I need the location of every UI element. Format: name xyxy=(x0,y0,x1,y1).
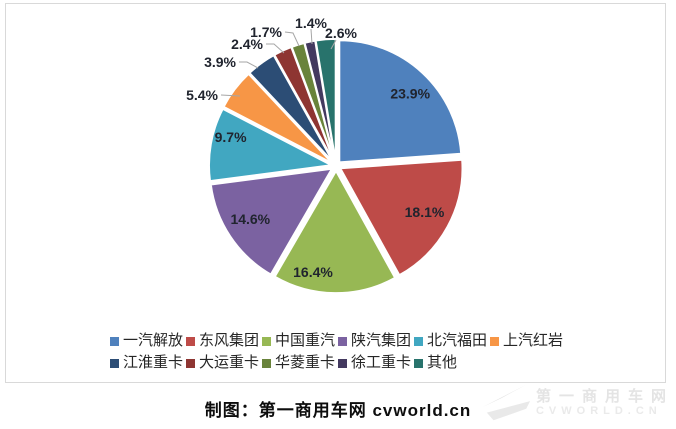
legend-marker-icon xyxy=(338,336,347,346)
legend-marker-icon xyxy=(110,336,119,346)
legend-marker-icon xyxy=(262,358,271,368)
legend-label: 一汽解放 xyxy=(123,332,184,349)
legend-marker-icon xyxy=(110,358,119,368)
legend-marker-icon xyxy=(262,336,271,346)
legend-label: 东风集团 xyxy=(199,332,260,349)
legend-item-北汽福田: 北汽福田 xyxy=(414,331,490,351)
leader-line-其他 xyxy=(330,39,337,50)
leader-line-上汽红岩 xyxy=(220,94,241,97)
legend-item-一汽解放: 一汽解放 xyxy=(110,331,186,351)
legend-item-陕汽集团: 陕汽集团 xyxy=(338,331,414,351)
leader-line-大运重卡 xyxy=(266,43,285,54)
slice-label-北汽福田: 9.7% xyxy=(215,129,247,145)
legend-row: 江淮重卡 大运重卡 华菱重卡 徐工重卡 其他 xyxy=(110,352,566,374)
legend-marker-icon xyxy=(414,358,423,368)
legend-item-华菱重卡: 华菱重卡 xyxy=(262,353,338,373)
slice-label-陕汽集团: 14.6% xyxy=(230,211,270,227)
pie-slice-东风集团 xyxy=(339,158,464,276)
legend-item-徐工重卡: 徐工重卡 xyxy=(338,353,414,373)
legend-label: 大运重卡 xyxy=(199,354,260,371)
chart-legend: 一汽解放 东风集团 中国重汽 陕汽集团 北汽福田 上汽红岩 江淮重卡 大运重卡 华菱重卡 徐工重卡… xyxy=(110,330,566,374)
legend-item-其他: 其他 xyxy=(414,353,490,373)
leader-line-江淮重卡 xyxy=(239,61,259,69)
leader-line-徐工重卡 xyxy=(310,28,313,45)
slice-label-江淮重卡: 3.9% xyxy=(204,54,236,70)
slice-label-华菱重卡: 1.7% xyxy=(250,24,282,40)
legend-label: 其他 xyxy=(427,354,458,371)
pie-slice-陕汽集团 xyxy=(210,167,333,276)
leader-line-华菱重卡 xyxy=(284,31,300,47)
slice-label-其他: 2.6% xyxy=(325,25,357,41)
legend-row: 一汽解放 东风集团 中国重汽 陕汽集团 北汽福田 上汽红岩 xyxy=(110,330,566,352)
legend-item-东风集团: 东风集团 xyxy=(186,331,262,351)
slice-label-中国重汽: 16.4% xyxy=(293,264,333,280)
pie-slice-一汽解放 xyxy=(338,39,462,164)
legend-item-江淮重卡: 江淮重卡 xyxy=(110,353,186,373)
legend-label: 北汽福田 xyxy=(427,332,488,349)
slice-label-一汽解放: 23.9% xyxy=(390,86,430,102)
pie-slice-其他 xyxy=(314,38,337,162)
legend-label: 中国重汽 xyxy=(275,332,336,349)
pie-slice-江淮重卡 xyxy=(248,54,334,163)
slice-label-东风集团: 18.1% xyxy=(405,204,445,220)
pie-slice-上汽红岩 xyxy=(222,73,333,164)
legend-marker-icon xyxy=(414,336,423,346)
legend-marker-icon xyxy=(338,358,347,368)
legend-label: 江淮重卡 xyxy=(123,354,184,371)
slice-label-大运重卡: 2.4% xyxy=(231,36,263,52)
legend-marker-icon xyxy=(186,336,195,346)
pie-slice-北汽福田 xyxy=(208,108,332,182)
slice-label-徐工重卡: 1.4% xyxy=(295,15,327,31)
legend-item-中国重汽: 中国重汽 xyxy=(262,331,338,351)
caption-text: 制图：第一商用车网 cvworld.cn xyxy=(204,401,472,420)
legend-item-大运重卡: 大运重卡 xyxy=(186,353,262,373)
legend-marker-icon xyxy=(186,358,195,368)
legend-label: 华菱重卡 xyxy=(275,354,336,371)
legend-marker-icon xyxy=(490,336,499,346)
slice-label-上汽红岩: 5.4% xyxy=(186,87,218,103)
legend-item-上汽红岩: 上汽红岩 xyxy=(490,331,566,351)
legend-label: 上汽红岩 xyxy=(503,332,564,349)
pie-slice-中国重汽 xyxy=(274,170,396,294)
legend-label: 陕汽集团 xyxy=(351,332,412,349)
legend-label: 徐工重卡 xyxy=(351,354,412,371)
caption: 制图：第一商用车网 cvworld.cn xyxy=(0,396,676,421)
